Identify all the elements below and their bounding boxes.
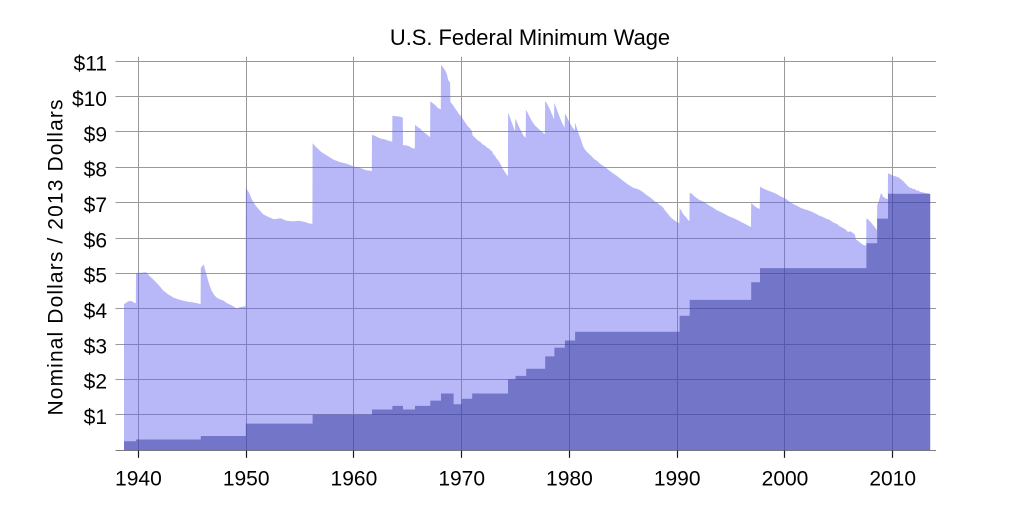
svg-text:1960: 1960: [331, 468, 378, 491]
svg-text:2010: 2010: [869, 468, 916, 491]
svg-text:$8: $8: [84, 159, 107, 182]
svg-text:$11: $11: [74, 53, 107, 76]
svg-text:$1: $1: [84, 406, 107, 429]
svg-text:Nominal Dollars / 2013 Dollars: Nominal Dollars / 2013 Dollars: [45, 100, 68, 416]
svg-text:1990: 1990: [654, 468, 701, 491]
svg-text:1970: 1970: [438, 468, 485, 491]
svg-text:U.S. Federal Minimum Wage: U.S. Federal Minimum Wage: [390, 25, 670, 50]
svg-text:$2: $2: [84, 371, 107, 394]
svg-text:$5: $5: [84, 265, 107, 288]
svg-text:2000: 2000: [762, 468, 809, 491]
svg-text:$4: $4: [84, 300, 108, 323]
svg-text:$10: $10: [72, 88, 107, 111]
svg-text:1980: 1980: [546, 468, 593, 491]
svg-text:$7: $7: [84, 194, 107, 217]
svg-text:1940: 1940: [115, 468, 162, 491]
svg-text:$9: $9: [84, 123, 107, 146]
svg-text:1950: 1950: [223, 468, 270, 491]
svg-text:$3: $3: [84, 335, 107, 358]
svg-text:$6: $6: [84, 229, 107, 252]
